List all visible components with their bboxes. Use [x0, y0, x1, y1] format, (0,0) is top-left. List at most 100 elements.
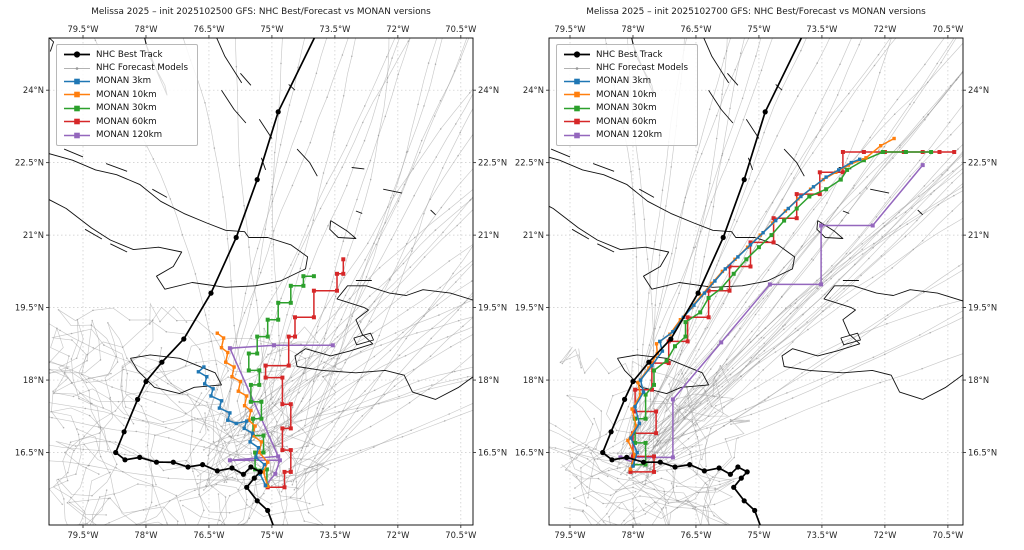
- track-monan-3km: [629, 157, 862, 468]
- lon-tick-label-bottom: 72°W: [386, 530, 409, 540]
- track-monan-60km: [628, 150, 957, 474]
- lon-tick-label-top: 78°W: [621, 24, 644, 34]
- legend-swatch-monan-120km-icon: [64, 132, 90, 138]
- lon-tick-label-bottom: 78°W: [134, 530, 157, 540]
- lon-tick-label-top: 73.5°W: [806, 24, 837, 34]
- coastline-cat-island: [727, 73, 739, 86]
- lat-tick-label-right: 22.5°N: [968, 158, 997, 168]
- legend-swatch-monan-10km-icon: [64, 92, 90, 98]
- coastline-caicos: [383, 188, 403, 194]
- coastline-hispaniola: [781, 285, 963, 400]
- lon-tick-label-top: 70.5°W: [445, 24, 476, 34]
- legend-swatch-monan-10km-icon: [564, 92, 590, 98]
- legend-swatch-nhc-forecast-models-icon: [564, 66, 590, 70]
- lat-tick-label-right: 24°N: [968, 85, 989, 95]
- coastline-gonave: [353, 332, 374, 346]
- legend-item-nhc-best-track: NHC Best Track: [563, 48, 688, 61]
- legend-label: MONAN 10km: [596, 89, 657, 100]
- coastline-exuma: [221, 89, 247, 124]
- track-monan-30km: [246, 274, 316, 488]
- legend-swatch-monan-30km-icon: [564, 105, 590, 112]
- legend-item-monan-10km: MONAN 10km: [63, 88, 188, 101]
- legend-label: MONAN 10km: [96, 89, 157, 100]
- track-monan-60km: [263, 257, 346, 490]
- coastline-san-salvador: [775, 84, 783, 91]
- coastlines: [549, 38, 963, 400]
- legend-label: MONAN 120km: [96, 130, 163, 141]
- lat-tick-label-right: 24°N: [478, 85, 499, 95]
- coastline-turks: [917, 209, 924, 216]
- tick-marks: [546, 35, 966, 528]
- lat-tick-label-left: 21°N: [523, 230, 544, 240]
- legend-left: NHC Best Track NHC Forecast Models MONAN 3…: [56, 44, 198, 146]
- track-nhc-best-track: [113, 38, 316, 525]
- coastline-exuma: [708, 89, 734, 124]
- legend-swatch-nhc-best-track-icon: [64, 51, 90, 58]
- legend-swatch-nhc-best-track-icon: [564, 51, 590, 58]
- lon-tick-label-top: 79.5°W: [67, 24, 98, 34]
- coastline-hispaniola: [294, 285, 473, 400]
- legend-label: MONAN 60km: [596, 116, 657, 127]
- legend-swatch-nhc-forecast-models-icon: [64, 66, 90, 70]
- lon-tick-label-top: 76.5°W: [680, 24, 711, 34]
- lat-tick-label-right: 18°N: [968, 375, 989, 385]
- track-nhc-best-track: [600, 38, 803, 525]
- coastline-cuba-keys-s1: [571, 228, 590, 240]
- lon-tick-label-top: 75°W: [260, 24, 283, 34]
- coastline-eleuthera: [216, 38, 243, 84]
- lat-tick-label-right: 21°N: [478, 230, 499, 240]
- tick-labels: 79.5°W 79.5°W 78°W 78°W 76.5°W 76.5°W 75°W 75°W…: [15, 24, 507, 540]
- legend-item-nhc-forecast-models: NHC Forecast Models: [563, 61, 688, 74]
- lat-tick-label-right: 16.5°N: [478, 448, 507, 458]
- panel-title-left: Melissa 2025 – init 2025102500 GFS: NHC …: [91, 7, 431, 17]
- coastline-jamaica: [617, 354, 710, 395]
- coastline-long-island: [745, 118, 760, 139]
- axes-spine: [48, 37, 474, 526]
- lat-tick-label-left: 16.5°N: [515, 448, 544, 458]
- coastline-ragged: [747, 157, 754, 171]
- tick-marks: [46, 35, 476, 528]
- lat-tick-label-left: 16.5°N: [15, 448, 44, 458]
- legend-label: MONAN 3km: [596, 76, 652, 87]
- coastline-great-inagua: [329, 220, 357, 239]
- lat-tick-label-left: 19.5°N: [515, 303, 544, 313]
- lat-tick-label-left: 22.5°N: [15, 158, 44, 168]
- coastline-turks: [430, 209, 436, 216]
- lat-tick-label-right: 16.5°N: [968, 448, 997, 458]
- lon-tick-label-top: 78°W: [134, 24, 157, 34]
- legend-item-monan-60km: MONAN 60km: [63, 115, 188, 128]
- legend-label: NHC Best Track: [596, 49, 663, 60]
- lat-tick-label-left: 18°N: [23, 375, 44, 385]
- legend-label: NHC Best Track: [96, 49, 163, 60]
- coastline-cuba-keys-s1: [84, 228, 103, 240]
- panel-title-right: Melissa 2025 – init 2025102700 GFS: NHC …: [586, 7, 926, 17]
- lon-tick-label-bottom: 72°W: [873, 530, 896, 540]
- coastline-little-inagua: [842, 210, 850, 214]
- legend-item-monan-30km: MONAN 30km: [563, 102, 688, 115]
- coastline-cuba-keys-n1: [550, 148, 571, 158]
- lon-tick-label-top: 73.5°W: [319, 24, 350, 34]
- panel-plot-area-0: [49, 38, 473, 525]
- coastline-florida-tip: [49, 38, 55, 52]
- lat-tick-label-left: 21°N: [23, 230, 44, 240]
- lat-tick-label-right: 19.5°N: [968, 303, 997, 313]
- lat-tick-label-right: 18°N: [478, 375, 499, 385]
- coastline-cuba: [49, 153, 309, 290]
- legend-swatch-monan-3km-icon: [64, 78, 90, 85]
- coastline-mayaguana: [351, 167, 365, 170]
- legend-label: MONAN 30km: [96, 103, 157, 114]
- lon-tick-label-bottom: 70.5°W: [932, 530, 963, 540]
- legend-label: NHC Forecast Models: [596, 63, 688, 74]
- legend-item-monan-60km: MONAN 60km: [563, 115, 688, 128]
- legend-item-monan-120km: MONAN 120km: [563, 128, 688, 141]
- lon-tick-label-top: 76.5°W: [193, 24, 224, 34]
- lon-tick-label-bottom: 73.5°W: [319, 530, 350, 540]
- lat-tick-label-right: 21°N: [968, 230, 989, 240]
- coastline-cuba-keys-n3: [639, 188, 655, 198]
- track-monan-3km: [196, 365, 268, 488]
- legend-label: NHC Forecast Models: [96, 63, 188, 74]
- lat-tick-label-left: 24°N: [23, 85, 44, 95]
- legend-item-monan-120km: MONAN 120km: [63, 128, 188, 141]
- legend-swatch-monan-120km-icon: [564, 132, 590, 138]
- coastline-ragged: [260, 157, 267, 171]
